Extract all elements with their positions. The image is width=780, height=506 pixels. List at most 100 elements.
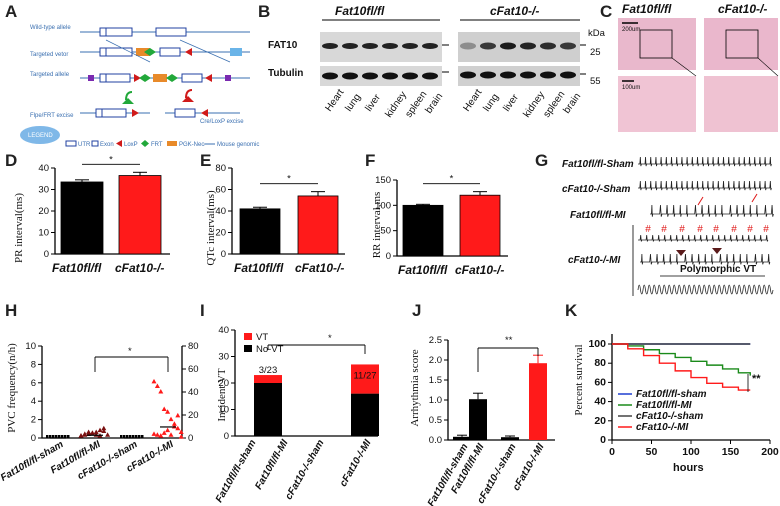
y-tick-label: 20: [38, 206, 49, 217]
y-tick-label: 0.5: [429, 415, 442, 426]
x-tick-label: 50: [646, 446, 658, 458]
ecg-hash-marker: #: [763, 224, 769, 235]
histo-ko-high: [704, 76, 778, 132]
panel-label-g: G: [535, 151, 548, 170]
data-point: [165, 427, 171, 433]
wb-band-fat10: [422, 43, 438, 49]
data-point: [67, 435, 70, 438]
y-tick-label: 40: [594, 396, 606, 408]
survival-line: [612, 343, 751, 376]
wb-band-fat10: [402, 43, 418, 49]
ecg-trace: [650, 204, 774, 217]
y-tick-label: 40: [218, 325, 229, 336]
data-point: [135, 435, 138, 438]
data-point: [105, 432, 111, 437]
bar: [453, 436, 471, 440]
wb-band-tubulin: [382, 72, 398, 80]
legend-label: Fat10fl/fl-sham: [636, 389, 707, 400]
svg-text:Heart: Heart: [323, 87, 346, 114]
panel-label-f: F: [365, 151, 375, 170]
y-tick-label: 20: [594, 415, 606, 427]
y2-tick-label: 0: [188, 433, 193, 444]
significance-mark: *: [287, 174, 291, 185]
ecg-hash-marker: #: [731, 224, 737, 235]
y-tick-label: 30: [218, 352, 229, 363]
data-point: [120, 435, 123, 438]
ecg-label-1: Fat10fl/fl-Sham: [562, 159, 634, 170]
wb-fat10-blot-1: [320, 32, 442, 62]
wb-row-fat10: FAT10: [268, 40, 298, 51]
k-sig: **: [752, 373, 761, 385]
wb-band-fat10: [322, 43, 338, 49]
data-point: [154, 432, 160, 437]
ecg-hash-marker: #: [679, 224, 685, 235]
y-tick-label: 6: [31, 378, 36, 389]
y-tick-label: 0: [386, 251, 391, 262]
panel-label-i: I: [200, 301, 205, 320]
bar-no-vt: [351, 393, 379, 436]
svg-text:lung: lung: [343, 92, 363, 114]
y-tick-label: 0: [44, 249, 49, 260]
data-point: [52, 435, 55, 438]
y-tick-label: 0: [224, 431, 229, 442]
wb-kda-label: kDa: [588, 28, 606, 39]
exon-box: [99, 27, 107, 37]
h-ylabel: PVC frequency(n/h): [6, 343, 18, 433]
panel-d-chart: PR interval(ms) 0 10 20 30 40 * Fat10fl/fl c…: [13, 154, 170, 275]
histo-scale-bottom: 100um: [622, 85, 640, 91]
bar-vt: [254, 375, 282, 383]
svg-text:lung: lung: [481, 92, 501, 114]
histo-group1-title: Fat10fl/fl: [622, 2, 672, 16]
wb-band-tubulin: [342, 72, 358, 80]
data-point: [175, 412, 181, 418]
wb-kda-55: 55: [590, 76, 601, 87]
y2-tick-label: 20: [188, 410, 199, 421]
y2-tick-label: 40: [188, 387, 199, 398]
wb-band-fat10: [540, 42, 556, 50]
wb-bands: [322, 42, 576, 80]
histo-ctrl-low: [618, 18, 696, 70]
data-point: [158, 433, 164, 438]
bar: [402, 204, 444, 257]
data-point: [49, 435, 52, 438]
bar-label: 3/23: [259, 365, 278, 376]
panel-f-chart: RR interval,ms 0 50 100 150 * Fat10fl/fl cF…: [371, 174, 508, 277]
y-tick-label: 0.0: [429, 435, 442, 446]
data-point: [82, 431, 88, 436]
panel-label-h: H: [5, 301, 17, 320]
y-tick-label: 2.0: [429, 355, 442, 366]
ecg-red-arrow-icon: [751, 193, 758, 203]
legend-label: cFat10-/-MI: [636, 422, 688, 433]
ecg-hash-marker: #: [747, 224, 753, 235]
ecg-trace: [638, 156, 772, 167]
y-tick-label: 4: [31, 396, 36, 407]
bar: [297, 195, 339, 255]
svg-text:spleen: spleen: [403, 89, 429, 119]
data-point: [138, 435, 141, 438]
ecg-label-3: Fat10fl/fl-MI: [570, 210, 626, 221]
panel-i-chart: Incident VT 0 10 20 30 40 3/23 11/27 * VT No-…: [214, 325, 379, 505]
data-point: [123, 435, 126, 438]
y-tick-label: 20: [215, 228, 226, 239]
data-point: [97, 427, 103, 433]
histo-ko-low: [704, 18, 778, 70]
y-tick-label: 10: [25, 341, 36, 352]
legend-logo-icon: [20, 126, 60, 144]
data-point: [101, 425, 107, 431]
d-ylabel: PR interval(ms): [13, 193, 25, 263]
panel-a-row-targeted: Targeted allele: [30, 72, 70, 78]
data-point: [129, 435, 132, 438]
legend-label: Fat10fl/fl-MI: [636, 400, 692, 411]
wb-band-fat10: [460, 42, 476, 50]
x-category-label: Fat10fl/fl-sham: [214, 438, 259, 505]
wb-tubulin-blot-2: [458, 66, 580, 86]
panel-label-d: D: [5, 151, 17, 170]
y-tick-label: 1.0: [429, 395, 442, 406]
data-point: [86, 429, 92, 434]
bar: [60, 181, 104, 255]
y-tick-label: 100: [588, 338, 606, 350]
i-ylabel: Incident VT: [216, 368, 228, 422]
bar: [239, 208, 281, 255]
data-point: [89, 430, 95, 435]
